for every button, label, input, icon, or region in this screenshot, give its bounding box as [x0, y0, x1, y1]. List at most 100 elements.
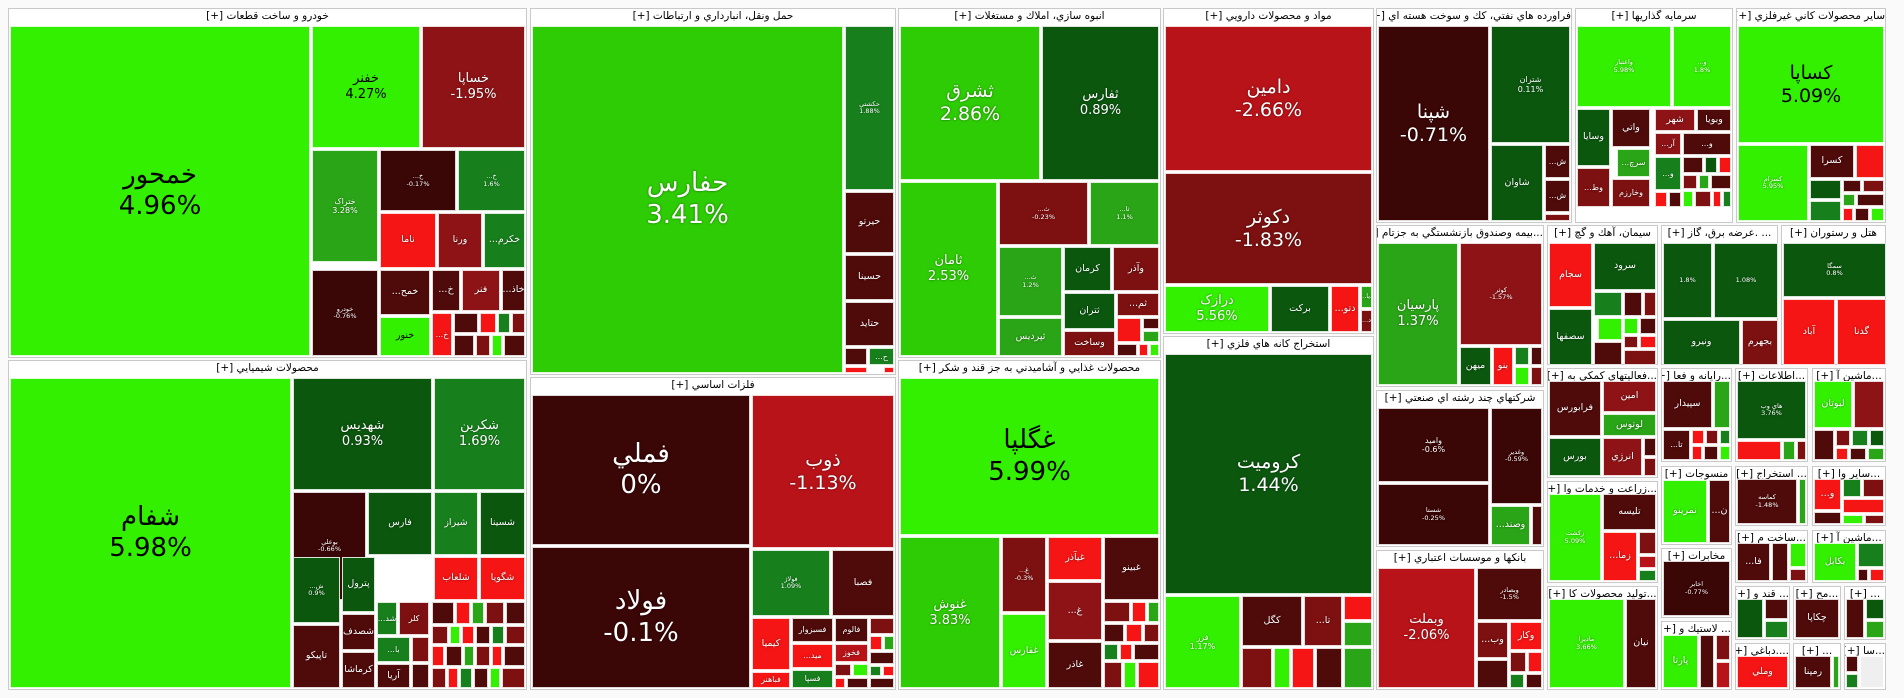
- stock-tile[interactable]: ثفارس 0.89%: [1042, 26, 1159, 180]
- stock-tile-small[interactable]: [1856, 145, 1884, 178]
- stock-tile-small[interactable]: [1854, 381, 1884, 428]
- stock-tile-small[interactable]: [1871, 208, 1884, 221]
- stock-tile-small[interactable]: [1594, 342, 1622, 365]
- stock-tile-small[interactable]: [1644, 458, 1656, 476]
- stock-tile-small[interactable]: [1810, 201, 1841, 221]
- stock-tile[interactable]: كرماشا: [342, 652, 375, 688]
- stock-tile[interactable]: خودرو -0.76%: [312, 270, 378, 356]
- stock-tile-small[interactable]: [474, 668, 488, 688]
- stock-tile[interactable]: غيآذر: [1048, 537, 1102, 580]
- stock-tile-small[interactable]: [1857, 194, 1884, 206]
- sector-title-information[interactable]: ...اطلاعات [+]: [1736, 369, 1807, 384]
- stock-tile[interactable]: ثم...: [1117, 293, 1159, 316]
- stock-tile-small[interactable]: [1624, 318, 1638, 334]
- stock-tile-small[interactable]: [1532, 506, 1542, 545]
- stock-tile[interactable]: فارس: [368, 492, 432, 555]
- stock-tile-small[interactable]: [1737, 599, 1763, 638]
- stock-tile-small[interactable]: [492, 335, 502, 356]
- stock-tile-small[interactable]: [870, 618, 894, 634]
- stock-tile[interactable]: کسرام 5.95%: [1738, 145, 1808, 221]
- stock-tile-small[interactable]: [1683, 175, 1697, 189]
- stock-tile[interactable]: تليسه: [1603, 494, 1656, 530]
- stock-tile[interactable]: گدنا: [1837, 299, 1886, 365]
- stock-tile-small[interactable]: [884, 367, 894, 373]
- stock-tile[interactable]: ث... 1.2%: [999, 247, 1062, 316]
- stock-tile[interactable]: زکشت 5.09%: [1549, 494, 1601, 581]
- stock-tile-small[interactable]: [1846, 599, 1864, 638]
- stock-tile[interactable]: خمح...: [380, 270, 430, 315]
- stock-tile-small[interactable]: [1814, 430, 1834, 460]
- stock-tile-small[interactable]: [1526, 674, 1542, 688]
- stock-tile-small[interactable]: [1836, 448, 1848, 460]
- stock-tile-small[interactable]: [448, 668, 458, 688]
- sector-title-leather[interactable]: ....دباغي [+]: [1736, 644, 1789, 659]
- stock-tile[interactable]: كيميا: [752, 618, 790, 670]
- stock-tile-small[interactable]: [450, 626, 460, 644]
- stock-tile-small[interactable]: [1104, 602, 1130, 622]
- sector-title-misc-3[interactable]: ...سا [+]: [1845, 644, 1885, 659]
- stock-tile-small[interactable]: [1866, 621, 1884, 638]
- stock-tile[interactable]: فسپا: [792, 670, 833, 688]
- stock-tile-small[interactable]: [1624, 292, 1642, 316]
- sector-title-electronics[interactable]: ...توليد محصولات کا [+]: [1548, 587, 1657, 602]
- stock-tile[interactable]: رمپنا: [1795, 656, 1831, 688]
- sector-title-food[interactable]: محصولات غذايي و آشاميدني به جز قند و شكر…: [899, 361, 1160, 376]
- stock-tile-small[interactable]: [1639, 532, 1656, 554]
- stock-tile-small[interactable]: [1695, 191, 1711, 207]
- stock-tile[interactable]: نمرينو: [1663, 480, 1707, 543]
- stock-tile-small[interactable]: [853, 664, 868, 676]
- stock-tile[interactable]: وملي: [1737, 656, 1788, 688]
- stock-tile[interactable]: فصبا: [832, 550, 894, 616]
- stock-tile-small[interactable]: [1833, 656, 1839, 688]
- stock-tile-small[interactable]: [1510, 674, 1524, 688]
- stock-tile[interactable]: خمحور 4.96%: [10, 26, 310, 356]
- stock-tile[interactable]: خفنر 4.27%: [312, 26, 420, 148]
- sector-title-banks[interactable]: بانكها و موسسات اعتباري [+]: [1377, 551, 1543, 566]
- stock-tile[interactable]: بورس: [1549, 438, 1601, 476]
- stock-tile[interactable]: خ... -0.17%: [380, 150, 456, 211]
- stock-tile-small[interactable]: [1863, 479, 1884, 497]
- stock-tile-small[interactable]: [1716, 635, 1730, 660]
- stock-tile[interactable]: ذوب -1.13%: [752, 395, 894, 548]
- stock-tile-small[interactable]: [1706, 430, 1718, 444]
- stock-tile-small[interactable]: [1843, 180, 1861, 192]
- sector-title-agriculture[interactable]: ...زراعت و خدمات وا [+]: [1548, 482, 1657, 497]
- stock-tile[interactable]: لوتوس: [1603, 414, 1656, 436]
- stock-tile-small[interactable]: [1699, 175, 1709, 189]
- sector-title-metals[interactable]: فلزات اساسي [+]: [531, 378, 895, 393]
- stock-tile[interactable]: سرود: [1594, 243, 1656, 290]
- sector-title-hotel[interactable]: هتل و رستوران [+]: [1782, 226, 1885, 241]
- stock-tile-small[interactable]: [1117, 318, 1141, 342]
- sector-title-other-minerals[interactable]: ساير محصولات كاني غيرفلزي [+]: [1737, 9, 1885, 24]
- sector-title-misc-2[interactable]: ... [+]: [1794, 644, 1840, 659]
- stock-tile-small[interactable]: [1126, 624, 1142, 642]
- sector-title-insurance[interactable]: ...بيمه وصندوق بازنشستگي به جزتام [+]: [1377, 226, 1543, 241]
- stock-tile-small[interactable]: [1344, 596, 1372, 620]
- stock-tile[interactable]: غبينو: [1104, 537, 1159, 600]
- sector-title-other-financial[interactable]: ...ساير وا [+]: [1813, 467, 1885, 482]
- stock-tile-small[interactable]: [476, 626, 490, 644]
- stock-tile[interactable]: بجهرم: [1742, 320, 1778, 365]
- stock-tile[interactable]: وكار: [1510, 622, 1542, 650]
- stock-tile-small[interactable]: [835, 664, 851, 676]
- stock-tile-small[interactable]: [1704, 446, 1718, 460]
- sector-title-paper[interactable]: ...مح [+]: [1794, 587, 1840, 602]
- stock-tile[interactable]: انرژي: [1603, 438, 1642, 476]
- stock-tile[interactable]: شسينا: [480, 492, 525, 555]
- stock-tile[interactable]: دتو...: [1331, 286, 1359, 332]
- stock-tile-small[interactable]: [506, 626, 525, 644]
- stock-tile-small[interactable]: [1669, 192, 1681, 207]
- stock-tile-small[interactable]: [1655, 192, 1667, 207]
- stock-tile-small[interactable]: [1274, 648, 1290, 688]
- stock-tile[interactable]: خساپا -1.95%: [422, 26, 525, 148]
- stock-tile-small[interactable]: [1242, 648, 1272, 688]
- stock-tile[interactable]: ثا... 1.1%: [1090, 182, 1159, 245]
- stock-tile[interactable]: شيراز: [434, 492, 478, 555]
- stock-tile-small[interactable]: [1714, 381, 1730, 428]
- stock-tile-small[interactable]: [1683, 157, 1703, 173]
- stock-tile-small[interactable]: [1852, 430, 1868, 446]
- stock-tile-small[interactable]: [1765, 599, 1788, 619]
- stock-tile-small[interactable]: [512, 313, 525, 333]
- stock-tile-small[interactable]: [1713, 191, 1721, 207]
- stock-tile[interactable]: شكرين 1.69%: [434, 378, 525, 490]
